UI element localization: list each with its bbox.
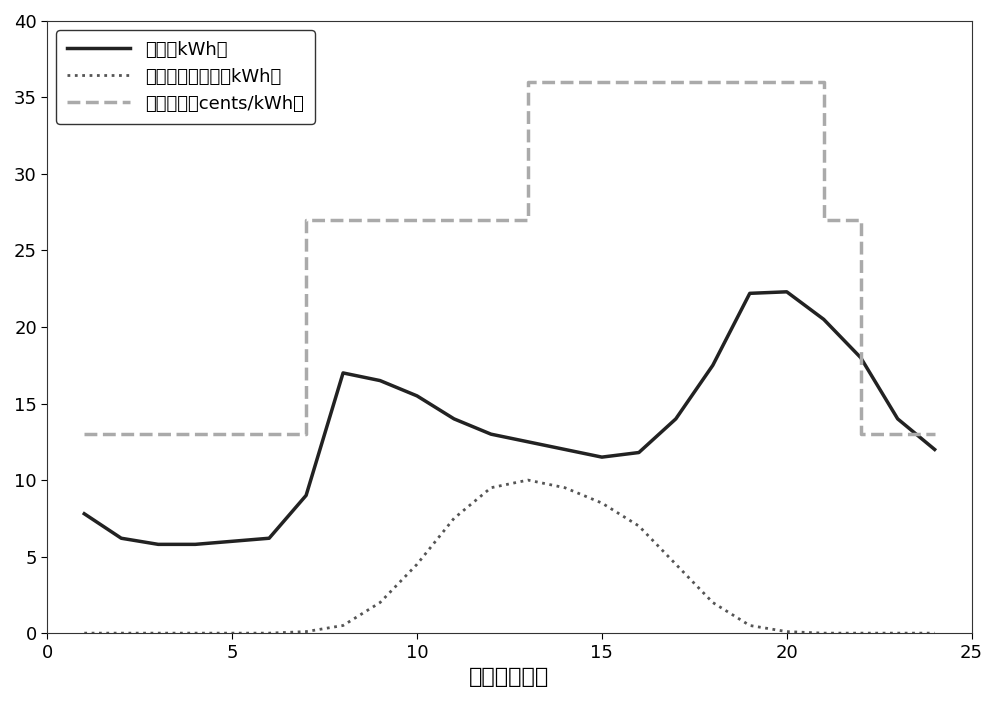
可再生能源发电（kWh） xyxy=(928,629,940,637)
电网价格（cents/kWh） xyxy=(522,216,534,224)
可再生能源发电（kWh） xyxy=(818,629,830,637)
电网价格（cents/kWh） xyxy=(522,78,534,86)
负载（kWh） xyxy=(263,534,275,543)
负载（kWh） xyxy=(116,534,128,543)
负载（kWh） xyxy=(485,430,497,438)
负载（kWh） xyxy=(189,540,201,549)
Line: 电网价格（cents/kWh）: 电网价格（cents/kWh） xyxy=(85,82,934,434)
可再生能源发电（kWh） xyxy=(633,522,645,530)
可再生能源发电（kWh） xyxy=(559,484,571,492)
负载（kWh） xyxy=(226,537,238,545)
负载（kWh） xyxy=(153,540,165,549)
可再生能源发电（kWh） xyxy=(854,629,866,637)
Line: 可再生能源发电（kWh）: 可再生能源发电（kWh） xyxy=(85,480,934,633)
可再生能源发电（kWh） xyxy=(744,621,756,629)
电网价格（cents/kWh） xyxy=(79,430,91,438)
Line: 负载（kWh）: 负载（kWh） xyxy=(85,292,934,545)
可再生能源发电（kWh） xyxy=(670,560,682,569)
负载（kWh） xyxy=(522,437,534,446)
负载（kWh） xyxy=(891,415,903,423)
可再生能源发电（kWh） xyxy=(153,629,165,637)
负载（kWh） xyxy=(79,510,91,518)
电网价格（cents/kWh） xyxy=(818,216,830,224)
负载（kWh） xyxy=(928,445,940,454)
电网价格（cents/kWh） xyxy=(854,216,866,224)
可再生能源发电（kWh） xyxy=(300,627,312,636)
可再生能源发电（kWh） xyxy=(189,629,201,637)
负载（kWh） xyxy=(300,491,312,500)
负载（kWh） xyxy=(670,415,682,423)
可再生能源发电（kWh） xyxy=(891,629,903,637)
负载（kWh） xyxy=(337,369,349,377)
负载（kWh） xyxy=(781,287,793,296)
可再生能源发电（kWh） xyxy=(448,514,460,522)
电网价格（cents/kWh） xyxy=(300,430,312,438)
可再生能源发电（kWh） xyxy=(79,629,91,637)
电网价格（cents/kWh） xyxy=(300,216,312,224)
负载（kWh） xyxy=(411,392,423,400)
负载（kWh） xyxy=(707,361,719,369)
可再生能源发电（kWh） xyxy=(781,627,793,636)
负载（kWh） xyxy=(596,453,608,461)
可再生能源发电（kWh） xyxy=(337,621,349,629)
可再生能源发电（kWh） xyxy=(116,629,128,637)
X-axis label: 时间（小时）: 时间（小时） xyxy=(470,667,549,687)
负载（kWh） xyxy=(818,315,830,324)
负载（kWh） xyxy=(633,449,645,457)
负载（kWh） xyxy=(744,289,756,297)
可再生能源发电（kWh） xyxy=(707,599,719,607)
可再生能源发电（kWh） xyxy=(226,629,238,637)
负载（kWh） xyxy=(559,445,571,454)
电网价格（cents/kWh） xyxy=(928,430,940,438)
负载（kWh） xyxy=(854,353,866,362)
可再生能源发电（kWh） xyxy=(596,499,608,508)
可再生能源发电（kWh） xyxy=(411,560,423,569)
可再生能源发电（kWh） xyxy=(374,599,386,607)
可再生能源发电（kWh） xyxy=(263,629,275,637)
电网价格（cents/kWh） xyxy=(854,430,866,438)
电网价格（cents/kWh） xyxy=(818,78,830,86)
可再生能源发电（kWh） xyxy=(522,476,534,484)
负载（kWh） xyxy=(448,415,460,423)
负载（kWh） xyxy=(374,376,386,385)
可再生能源发电（kWh） xyxy=(485,484,497,492)
Legend: 负载（kWh）, 可再生能源发电（kWh）, 电网价格（cents/kWh）: 负载（kWh）, 可再生能源发电（kWh）, 电网价格（cents/kWh） xyxy=(57,30,314,123)
